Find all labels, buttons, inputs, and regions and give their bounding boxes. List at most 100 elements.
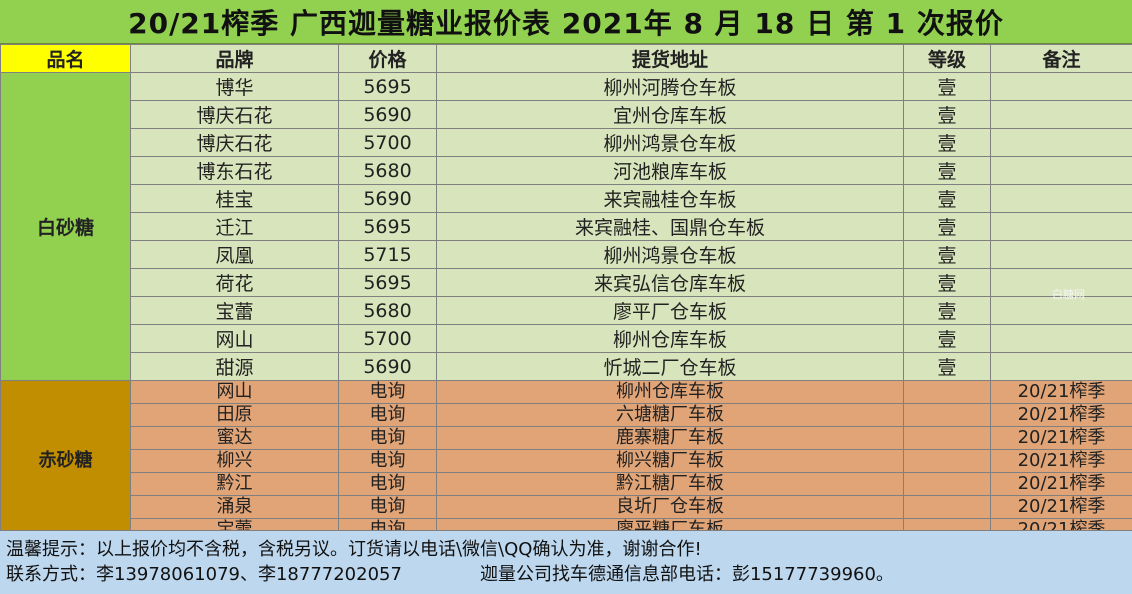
cell-note [990,268,1132,297]
cell-location: 鹿寨糖厂车板 [436,426,904,450]
table-row: 赤砂糖 网山 电询 柳州仓库车板 20/21榨季 [0,380,1132,542]
cell-grade: 壹 [903,296,991,325]
cell-grade [903,380,991,404]
header-brand: 品牌 [130,44,339,73]
cell-price: 电询 [338,449,437,473]
footer-notice: 温馨提示：以上报价均不含税，含税另议。订货请以电话\微信\QQ确认为准，谢谢合作… [6,539,702,560]
watermark-text: 白糖网 [1052,288,1085,301]
cell-brand: 田原 [130,403,339,427]
footer-dispatch-contact: 迦量公司找车德通信息部电话：彭15177739960。 [479,564,894,585]
cell-brand: 博东石花 [130,156,339,185]
cell-brand: 博庆石花 [130,100,339,129]
table-row: 博庆石花 5690 宜州仓库车板壹 [1,100,1132,129]
cell-brand: 博庆石花 [130,128,339,157]
cell-brand: 博华 [130,72,339,101]
cell-note: 20/21榨季 [990,449,1132,473]
cell-note [990,72,1132,101]
cell-grade: 壹 [903,352,991,381]
cell-grade: 壹 [903,72,991,101]
cell-note [990,240,1132,269]
cell-grade: 壹 [903,100,991,129]
header-grade: 等级 [903,44,991,73]
cell-price: 5690 [338,352,437,381]
cell-price: 5695 [338,268,437,297]
cell-price: 5690 [338,184,437,213]
table-row: 迁江 5695 来宾融桂、国鼎仓车板壹 [1,212,1132,241]
cell-location: 柳州仓库车板 [436,380,904,404]
cell-location: 廖平厂仓车板 [436,296,904,325]
table-row: 博东石花 5680 河池粮库车板壹 [1,156,1132,185]
cell-note: 20/21榨季 [990,426,1132,450]
header-location: 提货地址 [436,44,904,73]
table-row: 涌泉 电询 良圻厂仓车板 20/21榨季 [1,495,1132,519]
cell-location: 柳兴糖厂车板 [436,449,904,473]
footer-panel: 温馨提示：以上报价均不含税，含税另议。订货请以电话\微信\QQ确认为准，谢谢合作… [0,530,1132,594]
cell-location: 柳州河腾仓车板 [436,72,904,101]
cell-note [990,352,1132,381]
table-row: 田原 电询 六塘糖厂车板 20/21榨季 [1,403,1132,427]
cell-brand: 宝蕾 [130,296,339,325]
table-row: 桂宝 5690 来宾融桂仓车板壹 [1,184,1132,213]
cell-price: 电询 [338,426,437,450]
cell-note [990,156,1132,185]
cell-location: 黔江糖厂车板 [436,472,904,496]
cell-location: 六塘糖厂车板 [436,403,904,427]
white-sugar-category-cell: 白砂糖 [0,72,131,381]
table-row: 柳兴 电询 柳兴糖厂车板 20/21榨季 [1,449,1132,473]
cell-price: 5680 [338,156,437,185]
cell-location: 来宾融桂仓车板 [436,184,904,213]
cell-grade [903,426,991,450]
cell-brand: 网山 [130,380,339,404]
header-price: 价格 [338,44,437,73]
header-row: 品名 品牌 价格 提货地址 等级 备注 [0,44,1132,73]
cell-price: 5700 [338,324,437,353]
cell-note [990,100,1132,129]
cell-note: 20/21榨季 [990,380,1132,404]
cell-price: 5690 [338,100,437,129]
cell-price: 5695 [338,212,437,241]
cell-location: 来宾融桂、国鼎仓车板 [436,212,904,241]
table-row: 蜜达 电询 鹿寨糖厂车板 20/21榨季 [1,426,1132,450]
price-table: 品名 品牌 价格 提货地址 等级 备注 白砂糖 博华 5695 柳州河腾仓车板壹博庆石… [0,44,1132,542]
cell-brand: 黔江 [130,472,339,496]
cell-note [990,212,1132,241]
cell-grade: 壹 [903,128,991,157]
cell-location: 柳州仓库车板 [436,324,904,353]
cell-note [990,184,1132,213]
cell-brand: 迁江 [130,212,339,241]
table-row: 甜源 5690 忻城二厂仓车板壹 [1,352,1132,381]
cell-grade [903,403,991,427]
cell-location: 来宾弘信仓库车板 [436,268,904,297]
cell-location: 柳州鸿景仓车板 [436,240,904,269]
cell-brand: 凤凰 [130,240,339,269]
cell-grade: 壹 [903,184,991,213]
sheet-title: 20/21榨季 广西迦量糖业报价表 2021年 8 月 18 日 第 1 次报价 [0,0,1132,44]
cell-price: 电询 [338,495,437,519]
table-row: 博庆石花 5700 柳州鸿景仓车板壹 [1,128,1132,157]
cell-price: 5700 [338,128,437,157]
cell-grade: 壹 [903,268,991,297]
cell-location: 宜州仓库车板 [436,100,904,129]
table-row: 黔江 电询 黔江糖厂车板 20/21榨季 [1,472,1132,496]
cell-grade [903,449,991,473]
cell-note [990,324,1132,353]
cell-grade [903,472,991,496]
cell-grade: 壹 [903,240,991,269]
header-category: 品名 [0,44,131,73]
header-note: 备注 [990,44,1132,73]
cell-grade: 壹 [903,324,991,353]
red-sugar-category-cell: 赤砂糖 [0,380,131,542]
table-row: 白砂糖 博华 5695 柳州河腾仓车板壹 [0,72,1132,381]
cell-location: 忻城二厂仓车板 [436,352,904,381]
cell-brand: 网山 [130,324,339,353]
cell-grade: 壹 [903,156,991,185]
cell-price: 5680 [338,296,437,325]
cell-location: 柳州鸿景仓车板 [436,128,904,157]
cell-brand: 荷花 [130,268,339,297]
cell-price: 电询 [338,403,437,427]
cell-grade [903,495,991,519]
cell-price: 5695 [338,72,437,101]
cell-grade: 壹 [903,212,991,241]
table-row: 凤凰 5715 柳州鸿景仓车板壹 [1,240,1132,269]
